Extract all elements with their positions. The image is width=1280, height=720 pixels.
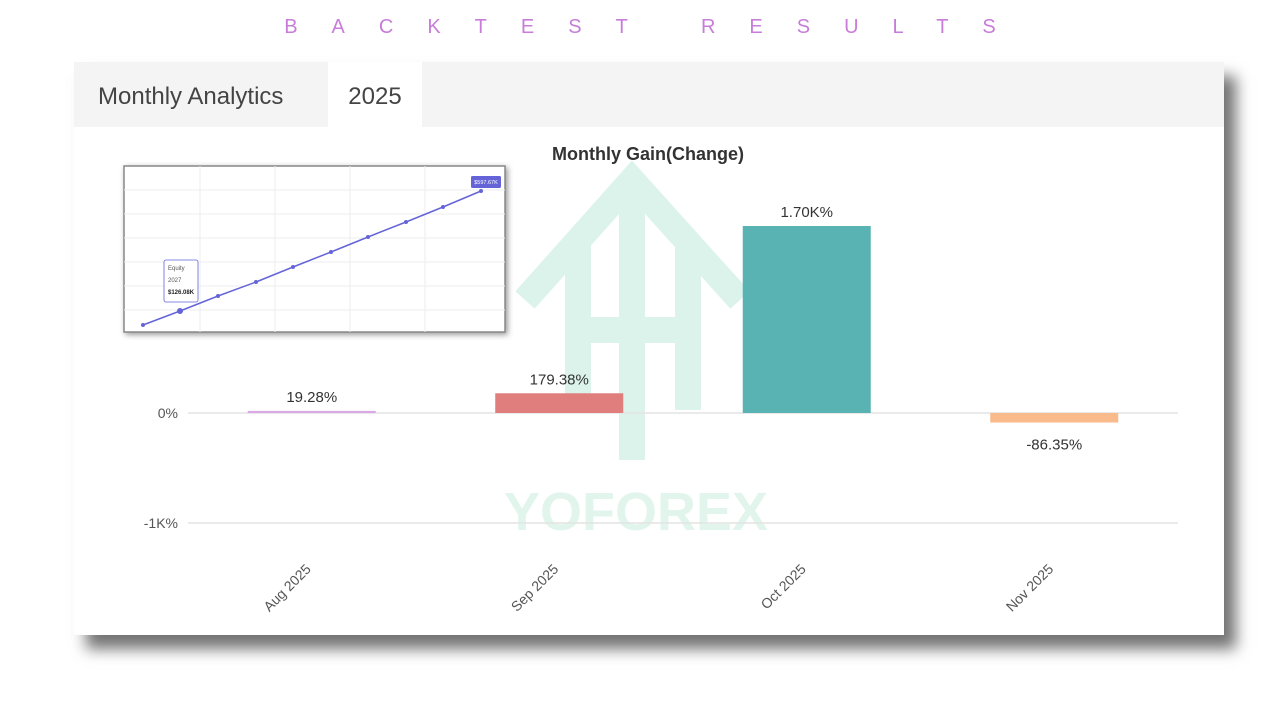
bar <box>990 413 1119 423</box>
end-label: $597.67K <box>474 180 498 186</box>
x-tick-label: Oct 2025 <box>757 561 809 613</box>
bar <box>247 410 376 413</box>
tooltip-text: Equity <box>168 266 185 272</box>
watermark: YOFOREX <box>504 482 768 542</box>
y-tick-label: -1K% <box>144 515 178 531</box>
tab[interactable]: 2025 <box>328 62 422 127</box>
tab[interactable]: Monthly Analytics <box>98 83 284 110</box>
tooltip-text: 2027 <box>168 278 182 284</box>
tooltip-text: $126.08K <box>168 290 195 296</box>
chart-title: Monthly Gain(Change) <box>552 144 744 164</box>
bar <box>742 226 871 413</box>
tab-bar: Monthly Analytics 2025 <box>74 62 1224 127</box>
value-label: -86.35% <box>1026 436 1082 453</box>
watermark-logo <box>515 160 750 460</box>
x-tick-label: Aug 2025 <box>260 561 314 615</box>
value-label: 179.38% <box>530 371 589 388</box>
y-tick-label: 0% <box>158 405 178 421</box>
card: Monthly Analytics 2025 <box>74 62 1224 635</box>
value-label: 1.70K% <box>780 204 833 221</box>
bar <box>495 393 624 413</box>
x-tick-label: Nov 2025 <box>1003 561 1057 615</box>
banner: BACKTEST RESULTS <box>284 16 1030 38</box>
value-label: 19.28% <box>286 389 337 406</box>
x-tick-label: Sep 2025 <box>508 561 562 615</box>
equity-inset: Equity 2027 $126.08K $597.67K <box>123 165 506 333</box>
